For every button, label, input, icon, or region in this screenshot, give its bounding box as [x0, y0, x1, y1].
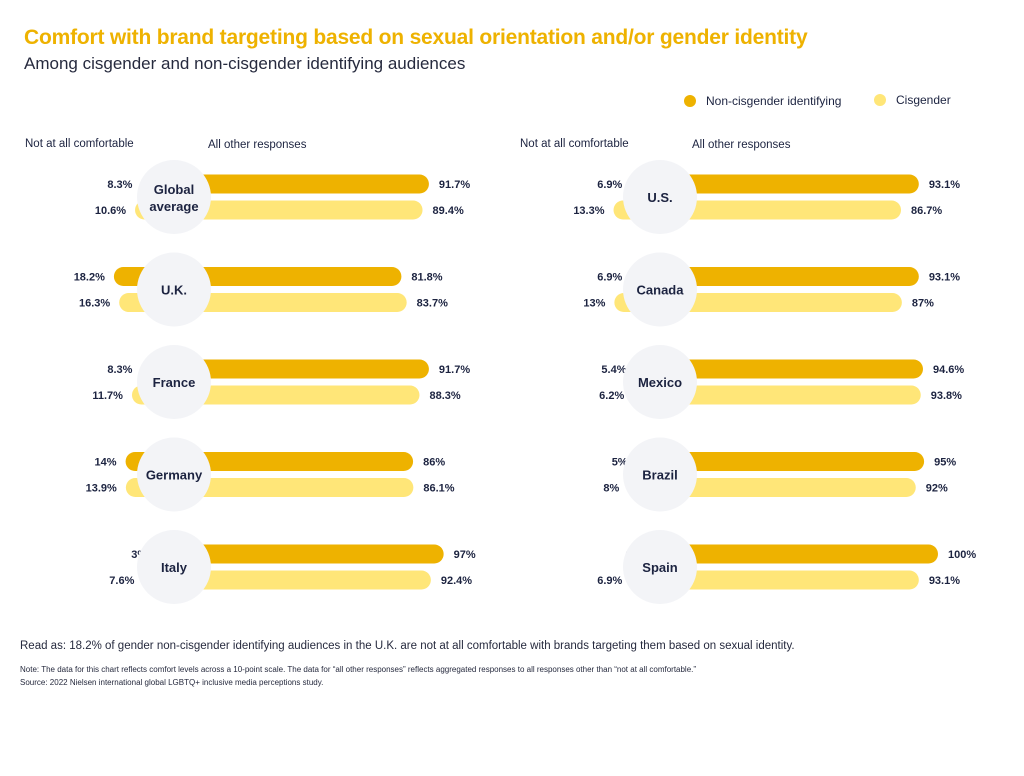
country-label-germany: Germany — [146, 468, 203, 483]
label-not-comfortable-cis-germany: 13.9% — [86, 483, 117, 495]
country-label-france: France — [153, 375, 196, 390]
label-not-comfortable-non-cis-global-average: 8.3% — [107, 179, 132, 191]
bar-other-responses-non-cis-global-average — [164, 174, 429, 194]
label-other-responses-non-cis-germany: 86% — [423, 457, 445, 469]
label-other-responses-non-cis-u-s: 93.1% — [929, 179, 960, 191]
bar-other-responses-cis-mexico — [650, 385, 921, 405]
bar-other-responses-non-cis-u-s — [650, 174, 919, 194]
bar-other-responses-cis-italy — [164, 570, 431, 590]
label-not-comfortable-non-cis-france: 8.3% — [107, 364, 132, 376]
legend-item-non-cisgender: Non-cisgender identifying — [684, 94, 841, 108]
source-note: Source: 2022 Nielsen international globa… — [20, 678, 324, 687]
country-circle-france — [137, 345, 211, 419]
label-other-responses-non-cis-france: 91.7% — [439, 364, 470, 376]
left-column-not-comfortable-header: Not at all comfortable — [25, 138, 134, 150]
bar-other-responses-non-cis-mexico — [650, 359, 923, 379]
label-not-comfortable-cis-mexico: 6.2% — [599, 390, 624, 402]
bar-other-responses-non-cis-u-k — [164, 267, 402, 286]
bar-other-responses-non-cis-canada — [650, 267, 919, 286]
label-other-responses-cis-u-k: 83.7% — [417, 298, 448, 310]
legend-swatch-cisgender — [874, 94, 886, 106]
country-label-global-average-line-1: Global — [154, 182, 194, 197]
country-label-u-s: U.S. — [647, 190, 672, 205]
bar-other-responses-cis-france — [164, 385, 420, 405]
label-not-comfortable-cis-spain: 6.9% — [597, 575, 622, 587]
label-other-responses-cis-canada: 87% — [912, 298, 934, 310]
bar-other-responses-cis-spain — [650, 570, 919, 590]
label-not-comfortable-cis-u-k: 16.3% — [79, 298, 110, 310]
label-not-comfortable-non-cis-u-s: 6.9% — [597, 179, 622, 191]
country-circle-brazil — [623, 437, 697, 512]
label-other-responses-cis-global-average: 89.4% — [433, 205, 464, 217]
comparison-bar-chart: 8.3% 91.7% 10.6% 89.4% Global average 18.2% 81.… — [74, 160, 976, 604]
right-column-not-comfortable-header: Not at all comfortable — [520, 138, 629, 150]
label-other-responses-non-cis-u-k: 81.8% — [411, 272, 442, 284]
legend-label-non-cisgender: Non-cisgender identifying — [706, 94, 842, 108]
methodology-note: Note: The data for this chart reflects c… — [20, 665, 697, 674]
label-not-comfortable-cis-u-s: 13.3% — [573, 205, 604, 217]
label-not-comfortable-non-cis-germany: 14% — [95, 457, 117, 469]
bar-other-responses-cis-germany — [164, 478, 414, 497]
label-not-comfortable-cis-brazil: 8% — [603, 483, 619, 495]
country-circle-mexico — [623, 345, 697, 419]
label-other-responses-cis-italy: 92.4% — [441, 575, 472, 587]
bar-other-responses-cis-canada — [650, 293, 902, 312]
label-not-comfortable-cis-global-average: 10.6% — [95, 205, 126, 217]
bar-other-responses-non-cis-italy — [164, 544, 444, 564]
label-other-responses-cis-spain: 93.1% — [929, 575, 960, 587]
label-other-responses-non-cis-mexico: 94.6% — [933, 364, 964, 376]
label-other-responses-cis-france: 88.3% — [429, 390, 460, 402]
country-circle-u-k — [137, 252, 211, 327]
country-label-brazil: Brazil — [642, 468, 677, 483]
label-other-responses-cis-brazil: 92% — [926, 483, 948, 495]
bar-other-responses-non-cis-spain — [650, 544, 938, 564]
bar-other-responses-cis-brazil — [650, 478, 916, 497]
label-not-comfortable-non-cis-brazil: 5% — [612, 457, 628, 469]
label-not-comfortable-cis-canada: 13% — [583, 298, 605, 310]
label-not-comfortable-cis-italy: 7.6% — [109, 575, 134, 587]
label-other-responses-non-cis-spain: 100% — [948, 549, 976, 561]
legend-swatch-non-cisgender — [684, 95, 696, 107]
country-label-u-k: U.K. — [161, 283, 187, 298]
legend-item-cisgender: Cisgender — [874, 93, 951, 107]
bar-other-responses-non-cis-france — [164, 359, 429, 379]
label-other-responses-cis-mexico: 93.8% — [931, 390, 962, 402]
bar-other-responses-cis-u-k — [164, 293, 407, 312]
bar-other-responses-non-cis-germany — [164, 452, 414, 471]
country-circle-global-average — [137, 160, 211, 234]
chart-subtitle: Among cisgender and non-cisgender identi… — [24, 54, 466, 73]
bar-other-responses-non-cis-brazil — [650, 452, 925, 471]
chart-title: Comfort with brand targeting based on se… — [24, 26, 808, 49]
bar-other-responses-cis-u-s — [650, 200, 902, 220]
label-not-comfortable-cis-france: 11.7% — [92, 390, 123, 402]
label-other-responses-cis-germany: 86.1% — [423, 483, 454, 495]
label-not-comfortable-non-cis-u-k: 18.2% — [74, 272, 105, 284]
label-other-responses-non-cis-brazil: 95% — [934, 457, 956, 469]
country-label-italy: Italy — [161, 560, 188, 575]
country-label-mexico: Mexico — [638, 375, 682, 390]
country-circle-italy — [137, 530, 211, 604]
label-not-comfortable-non-cis-mexico: 5.4% — [601, 364, 626, 376]
read-as-note: Read as: 18.2% of gender non-cisgender i… — [20, 640, 795, 652]
label-other-responses-non-cis-global-average: 91.7% — [439, 179, 470, 191]
label-not-comfortable-non-cis-canada: 6.9% — [597, 272, 622, 284]
left-column-other-responses-header: All other responses — [208, 139, 307, 151]
legend-label-cisgender: Cisgender — [896, 93, 951, 107]
right-column-other-responses-header: All other responses — [692, 139, 791, 151]
bar-other-responses-cis-global-average — [164, 200, 423, 220]
label-other-responses-cis-u-s: 86.7% — [911, 205, 942, 217]
label-other-responses-non-cis-canada: 93.1% — [929, 272, 960, 284]
label-other-responses-non-cis-italy: 97% — [454, 549, 476, 561]
country-circle-germany — [137, 437, 211, 512]
country-circle-canada — [623, 252, 697, 327]
country-label-spain: Spain — [642, 560, 677, 575]
country-label-global-average-line-2: average — [149, 199, 198, 214]
country-circle-spain — [623, 530, 697, 604]
country-label-canada: Canada — [637, 283, 685, 298]
country-circle-u-s — [623, 160, 697, 234]
